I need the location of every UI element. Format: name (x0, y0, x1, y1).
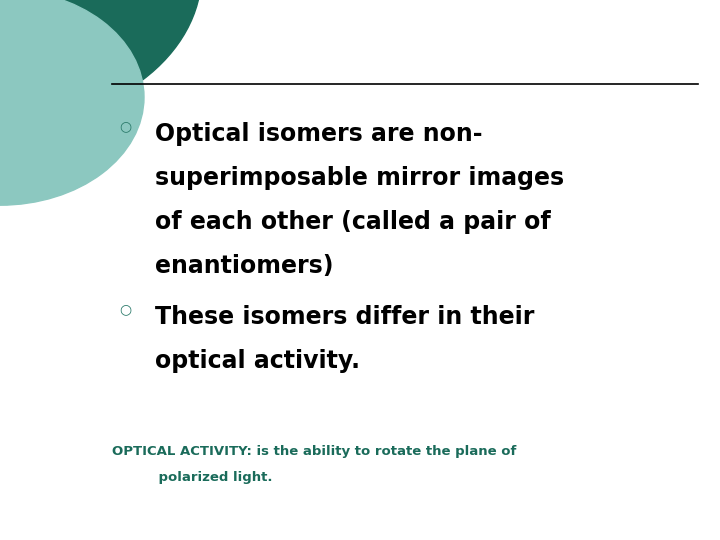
Text: polarized light.: polarized light. (140, 471, 273, 484)
Text: ○: ○ (119, 302, 131, 316)
Text: of each other (called a pair of: of each other (called a pair of (155, 210, 551, 234)
Text: These isomers differ in their: These isomers differ in their (155, 305, 534, 329)
Text: OPTICAL ACTIVITY: is the ability to rotate the plane of: OPTICAL ACTIVITY: is the ability to rota… (112, 446, 516, 458)
Text: ○: ○ (119, 119, 131, 133)
Text: Optical isomers are non-: Optical isomers are non- (155, 122, 482, 145)
Text: optical activity.: optical activity. (155, 349, 360, 373)
Text: superimposable mirror images: superimposable mirror images (155, 166, 564, 190)
Circle shape (0, 0, 202, 124)
Circle shape (0, 0, 144, 205)
Text: enantiomers): enantiomers) (155, 254, 333, 278)
